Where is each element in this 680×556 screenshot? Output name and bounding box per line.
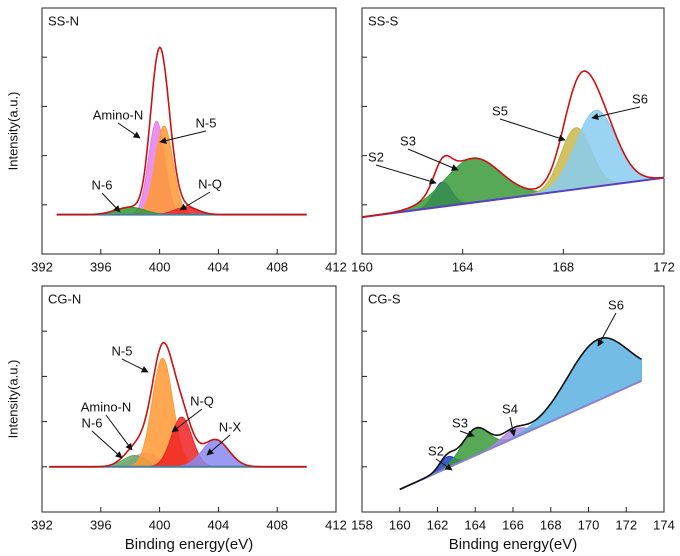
x-tick-label: 168 [552, 259, 574, 274]
label-arrow [597, 312, 617, 347]
plot-frame [361, 7, 665, 255]
x-tick-label: 404 [208, 517, 230, 532]
x-tick-label: 400 [149, 517, 171, 532]
y-axis-label: Intensity(a.u.) [5, 92, 20, 171]
peak-label: N-6 [82, 415, 103, 430]
label-arrow [459, 430, 475, 438]
peak-label: S2 [428, 443, 444, 458]
x-tick-label: 170 [578, 517, 600, 532]
x-tick-label: 160 [389, 517, 411, 532]
x-tick-label: 412 [325, 259, 347, 274]
x-tick-label: 408 [266, 517, 288, 532]
x-tick-label: 158 [351, 517, 373, 532]
peak-label: N-X [219, 419, 242, 434]
y-axis-label: Intensity(a.u.) [5, 360, 20, 439]
component-peak [56, 125, 307, 216]
x-tick-label: 166 [502, 517, 524, 532]
peak-label: N-Q [190, 393, 214, 408]
peak-label: S5 [492, 103, 508, 118]
x-tick-label: 408 [266, 259, 288, 274]
panel-title: CG-N [48, 291, 81, 306]
panel-title: SS-S [368, 13, 399, 28]
label-arrow [91, 430, 123, 459]
component-peak [399, 337, 642, 490]
peak-label: S6 [632, 91, 648, 106]
x-tick-label: 396 [90, 517, 112, 532]
x-tick-label: 164 [452, 259, 474, 274]
peak-label: S3 [400, 133, 416, 148]
fit-envelope [399, 337, 642, 491]
peak-label: N-5 [196, 115, 217, 130]
component-peak [361, 109, 665, 218]
plot-frame [41, 7, 337, 255]
peak-label: S4 [502, 401, 518, 416]
label-arrow [206, 434, 231, 456]
baseline [399, 380, 642, 491]
label-arrow [407, 148, 459, 171]
label-arrow [117, 122, 141, 139]
label-arrow [375, 164, 437, 185]
label-arrow [105, 414, 133, 451]
peak-label: S3 [452, 415, 468, 430]
x-tick-label: 164 [464, 517, 486, 532]
peak-label: N-Q [198, 176, 222, 191]
label-arrow [121, 358, 149, 373]
component-peak [56, 120, 307, 216]
x-axis-label: Binding energy(eV) [449, 536, 577, 553]
x-tick-label: 174 [653, 517, 675, 532]
panel-title: CG-S [368, 291, 401, 306]
x-tick-label: 404 [208, 259, 230, 274]
fit-envelope [56, 46, 307, 216]
x-tick-label: 392 [31, 259, 53, 274]
plot-frame [361, 285, 665, 513]
label-arrow [159, 130, 207, 144]
fit-envelope [49, 341, 307, 468]
peak-label: S2 [368, 149, 384, 164]
x-tick-label: 400 [149, 259, 171, 274]
x-tick-label: 396 [90, 259, 112, 274]
peak-label: N-5 [112, 343, 133, 358]
x-axis-label: Binding energy(eV) [125, 536, 253, 553]
label-arrow [509, 416, 517, 437]
peak-label: Amino-N [81, 399, 132, 414]
x-tick-label: 168 [540, 517, 562, 532]
peak-label: Amino-N [93, 107, 144, 122]
peak-label: S6 [608, 297, 624, 312]
label-arrow [179, 191, 211, 211]
label-arrow [591, 106, 641, 121]
peak-label: N-6 [92, 177, 113, 192]
panel-title: SS-N [48, 13, 79, 28]
label-arrow [171, 408, 203, 433]
baseline [361, 176, 665, 219]
x-tick-label: 172 [653, 259, 675, 274]
x-tick-label: 392 [31, 517, 53, 532]
x-tick-label: 412 [325, 517, 347, 532]
label-arrow [101, 192, 121, 213]
x-tick-label: 162 [427, 517, 449, 532]
x-tick-label: 160 [351, 259, 373, 274]
fit-envelope [361, 70, 665, 218]
label-arrow [499, 118, 566, 142]
x-tick-label: 172 [615, 517, 637, 532]
label-arrow [435, 458, 453, 471]
plot-frame [41, 285, 337, 513]
